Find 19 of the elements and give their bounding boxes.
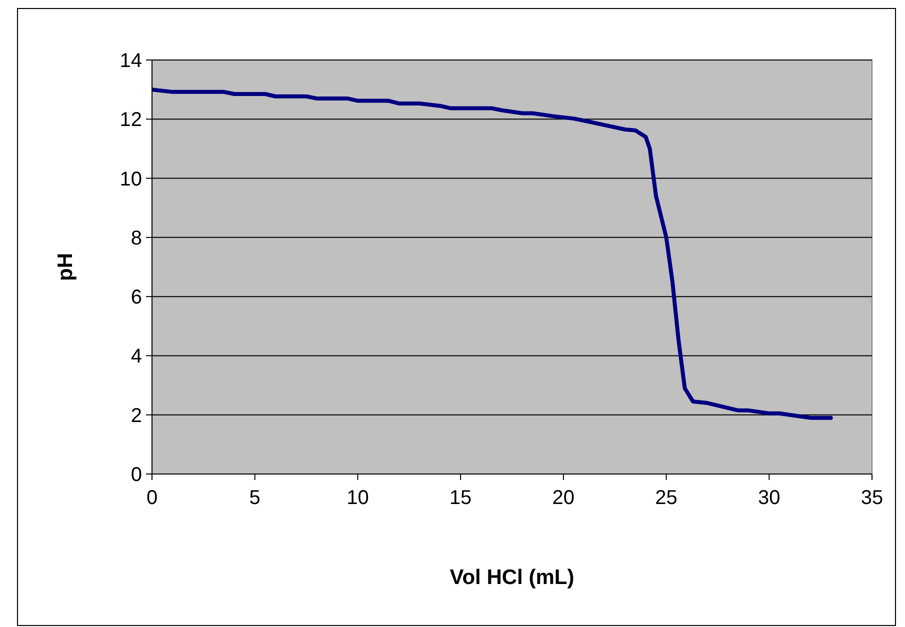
y-tick-label: 0 [130, 464, 142, 486]
x-tick-label: 25 [655, 487, 678, 509]
y-tick-label: 14 [120, 50, 142, 72]
y-axis-title: pH [54, 253, 77, 281]
y-tick-label: 6 [130, 286, 142, 309]
y-tick-label: 10 [120, 168, 142, 190]
x-tick-label: 0 [146, 487, 158, 509]
y-tick-label: 8 [130, 227, 142, 250]
x-tick-label: 35 [860, 487, 884, 509]
x-tick-label: 15 [449, 487, 472, 509]
x-axis-title: Vol HCl (mL) [450, 566, 574, 589]
x-tick-label: 30 [758, 487, 780, 509]
y-tick-label: 12 [120, 109, 142, 132]
line-series [152, 88, 833, 420]
x-tick-label: 10 [346, 487, 369, 509]
x-tick-label: 20 [552, 487, 575, 509]
y-tick-label: 2 [130, 404, 142, 427]
x-tick-label: 5 [249, 487, 260, 509]
y-tick-label: 4 [130, 346, 142, 368]
